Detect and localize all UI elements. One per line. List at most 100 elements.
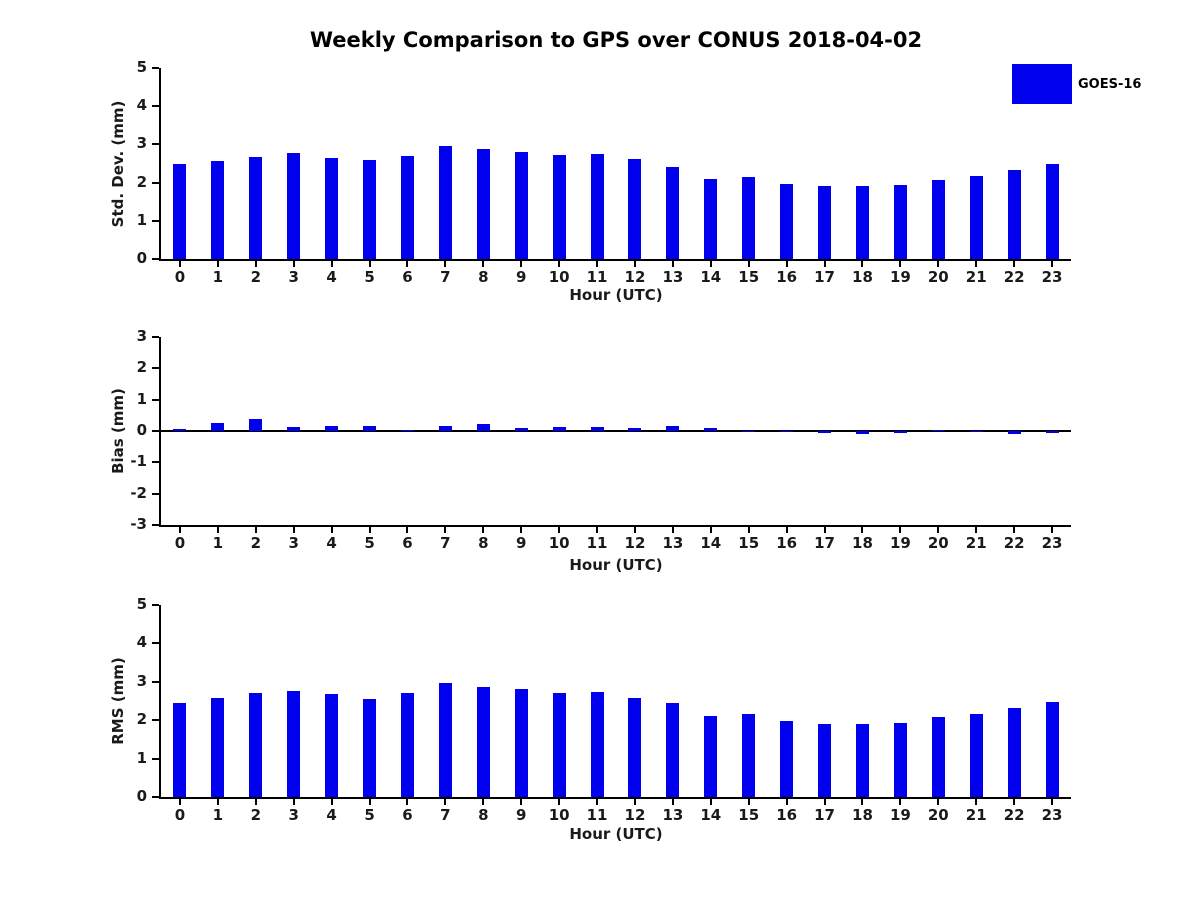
x-tick-mark	[482, 527, 485, 533]
x-tick-mark	[216, 261, 219, 267]
x-axis-line	[159, 259, 1071, 261]
bar-hour-11	[590, 154, 604, 259]
x-tick-mark	[633, 261, 636, 267]
x-tick-label: 23	[1041, 806, 1063, 824]
bar-hour-7	[438, 426, 452, 431]
y-tick-label: 0	[136, 249, 147, 267]
y-tick-label: 1	[136, 389, 147, 408]
legend-swatch	[1012, 64, 1072, 104]
x-tick-mark	[178, 261, 181, 267]
x-tick-mark	[254, 527, 257, 533]
x-tick-mark	[368, 799, 371, 805]
bar-hour-10	[552, 426, 566, 431]
bar-hour-0	[173, 429, 187, 431]
x-tick-label: 9	[515, 268, 527, 286]
bar-hour-23	[1045, 163, 1059, 259]
x-tick-mark	[747, 799, 750, 805]
x-tick-mark	[596, 799, 599, 805]
x-tick-label: 12	[624, 806, 646, 824]
x-tick-label: 13	[662, 806, 684, 824]
x-tick-label: 1	[212, 534, 224, 552]
legend: GOES-16	[1012, 64, 1141, 104]
x-axis-line	[159, 525, 1071, 527]
bar-hour-1	[211, 697, 225, 797]
y-tick-label: 1	[136, 748, 147, 767]
bar-hour-2	[249, 693, 263, 797]
x-tick-mark	[520, 261, 523, 267]
legend-label: GOES-16	[1078, 76, 1142, 92]
bar-hour-7	[438, 145, 452, 259]
y-tick-label: 1	[136, 210, 147, 229]
bar-hour-6	[400, 430, 414, 431]
x-tick-label: 16	[776, 268, 798, 286]
x-tick-mark	[975, 799, 978, 805]
x-tick-mark	[937, 527, 940, 533]
x-tick-label: 12	[624, 534, 646, 552]
x-tick-label: 21	[965, 534, 987, 552]
bar-hour-10	[552, 692, 566, 797]
x-tick-mark	[330, 261, 333, 267]
y-tick-mark	[152, 524, 159, 526]
x-tick-mark	[1051, 261, 1054, 267]
x-tick-mark	[558, 261, 561, 267]
x-tick-label: 11	[586, 534, 608, 552]
x-tick-label: 18	[852, 268, 873, 286]
x-tick-label: 15	[738, 806, 760, 824]
bar-hour-12	[628, 697, 642, 797]
x-tick-mark	[861, 261, 864, 267]
y-tick-label: 0	[136, 787, 147, 805]
x-tick-label: 2	[250, 268, 261, 286]
x-tick-label: 4	[326, 268, 337, 286]
y-axis-label-rms: RMS (mm)	[109, 657, 127, 745]
bar-hour-2	[249, 157, 263, 259]
x-tick-label: 22	[1003, 534, 1025, 552]
y-tick-label: 5	[136, 58, 147, 76]
x-tick-label: 4	[326, 806, 337, 824]
x-tick-label: 16	[776, 534, 798, 552]
x-tick-label: 0	[174, 268, 186, 286]
x-tick-label: 1	[212, 806, 224, 824]
x-tick-mark	[520, 799, 523, 805]
bar-hour-19	[893, 431, 907, 434]
x-tick-label: 8	[478, 806, 489, 824]
x-tick-mark	[785, 527, 788, 533]
bar-hour-15	[742, 431, 756, 432]
bar-hour-8	[476, 423, 490, 431]
x-tick-label: 8	[478, 268, 489, 286]
y-tick-label: 2	[136, 710, 147, 729]
bar-hour-20	[931, 179, 945, 259]
x-tick-mark	[444, 799, 447, 805]
x-tick-mark	[406, 799, 409, 805]
x-tick-mark	[330, 799, 333, 805]
y-tick-label: 0	[136, 421, 147, 439]
bar-hour-17	[818, 724, 832, 797]
y-tick-mark	[152, 604, 159, 606]
bar-hour-0	[173, 164, 187, 259]
x-tick-mark	[785, 799, 788, 805]
bar-hour-15	[742, 177, 756, 259]
y-tick-mark	[152, 719, 159, 722]
bar-hour-8	[476, 148, 490, 259]
y-tick-label: 5	[136, 595, 147, 613]
bar-hour-16	[780, 431, 794, 432]
y-tick-mark	[152, 258, 159, 260]
bar-hour-13	[666, 703, 680, 797]
bar-hour-15	[742, 714, 756, 797]
bar-hour-1	[211, 422, 225, 431]
x-tick-label: 10	[548, 534, 570, 552]
y-tick-mark	[152, 105, 159, 108]
x-tick-label: 20	[927, 268, 949, 286]
x-tick-label: 5	[364, 806, 375, 824]
x-tick-mark	[747, 527, 750, 533]
x-tick-label: 15	[738, 534, 760, 552]
x-tick-mark	[1013, 527, 1016, 533]
x-tick-mark	[937, 261, 940, 267]
bar-hour-23	[1045, 701, 1059, 797]
x-tick-mark	[937, 799, 940, 805]
x-tick-mark	[861, 527, 864, 533]
x-tick-mark	[596, 527, 599, 533]
y-tick-mark	[152, 336, 159, 338]
x-tick-label: 9	[515, 806, 527, 824]
x-tick-mark	[1051, 799, 1054, 805]
x-tick-mark	[292, 527, 295, 533]
